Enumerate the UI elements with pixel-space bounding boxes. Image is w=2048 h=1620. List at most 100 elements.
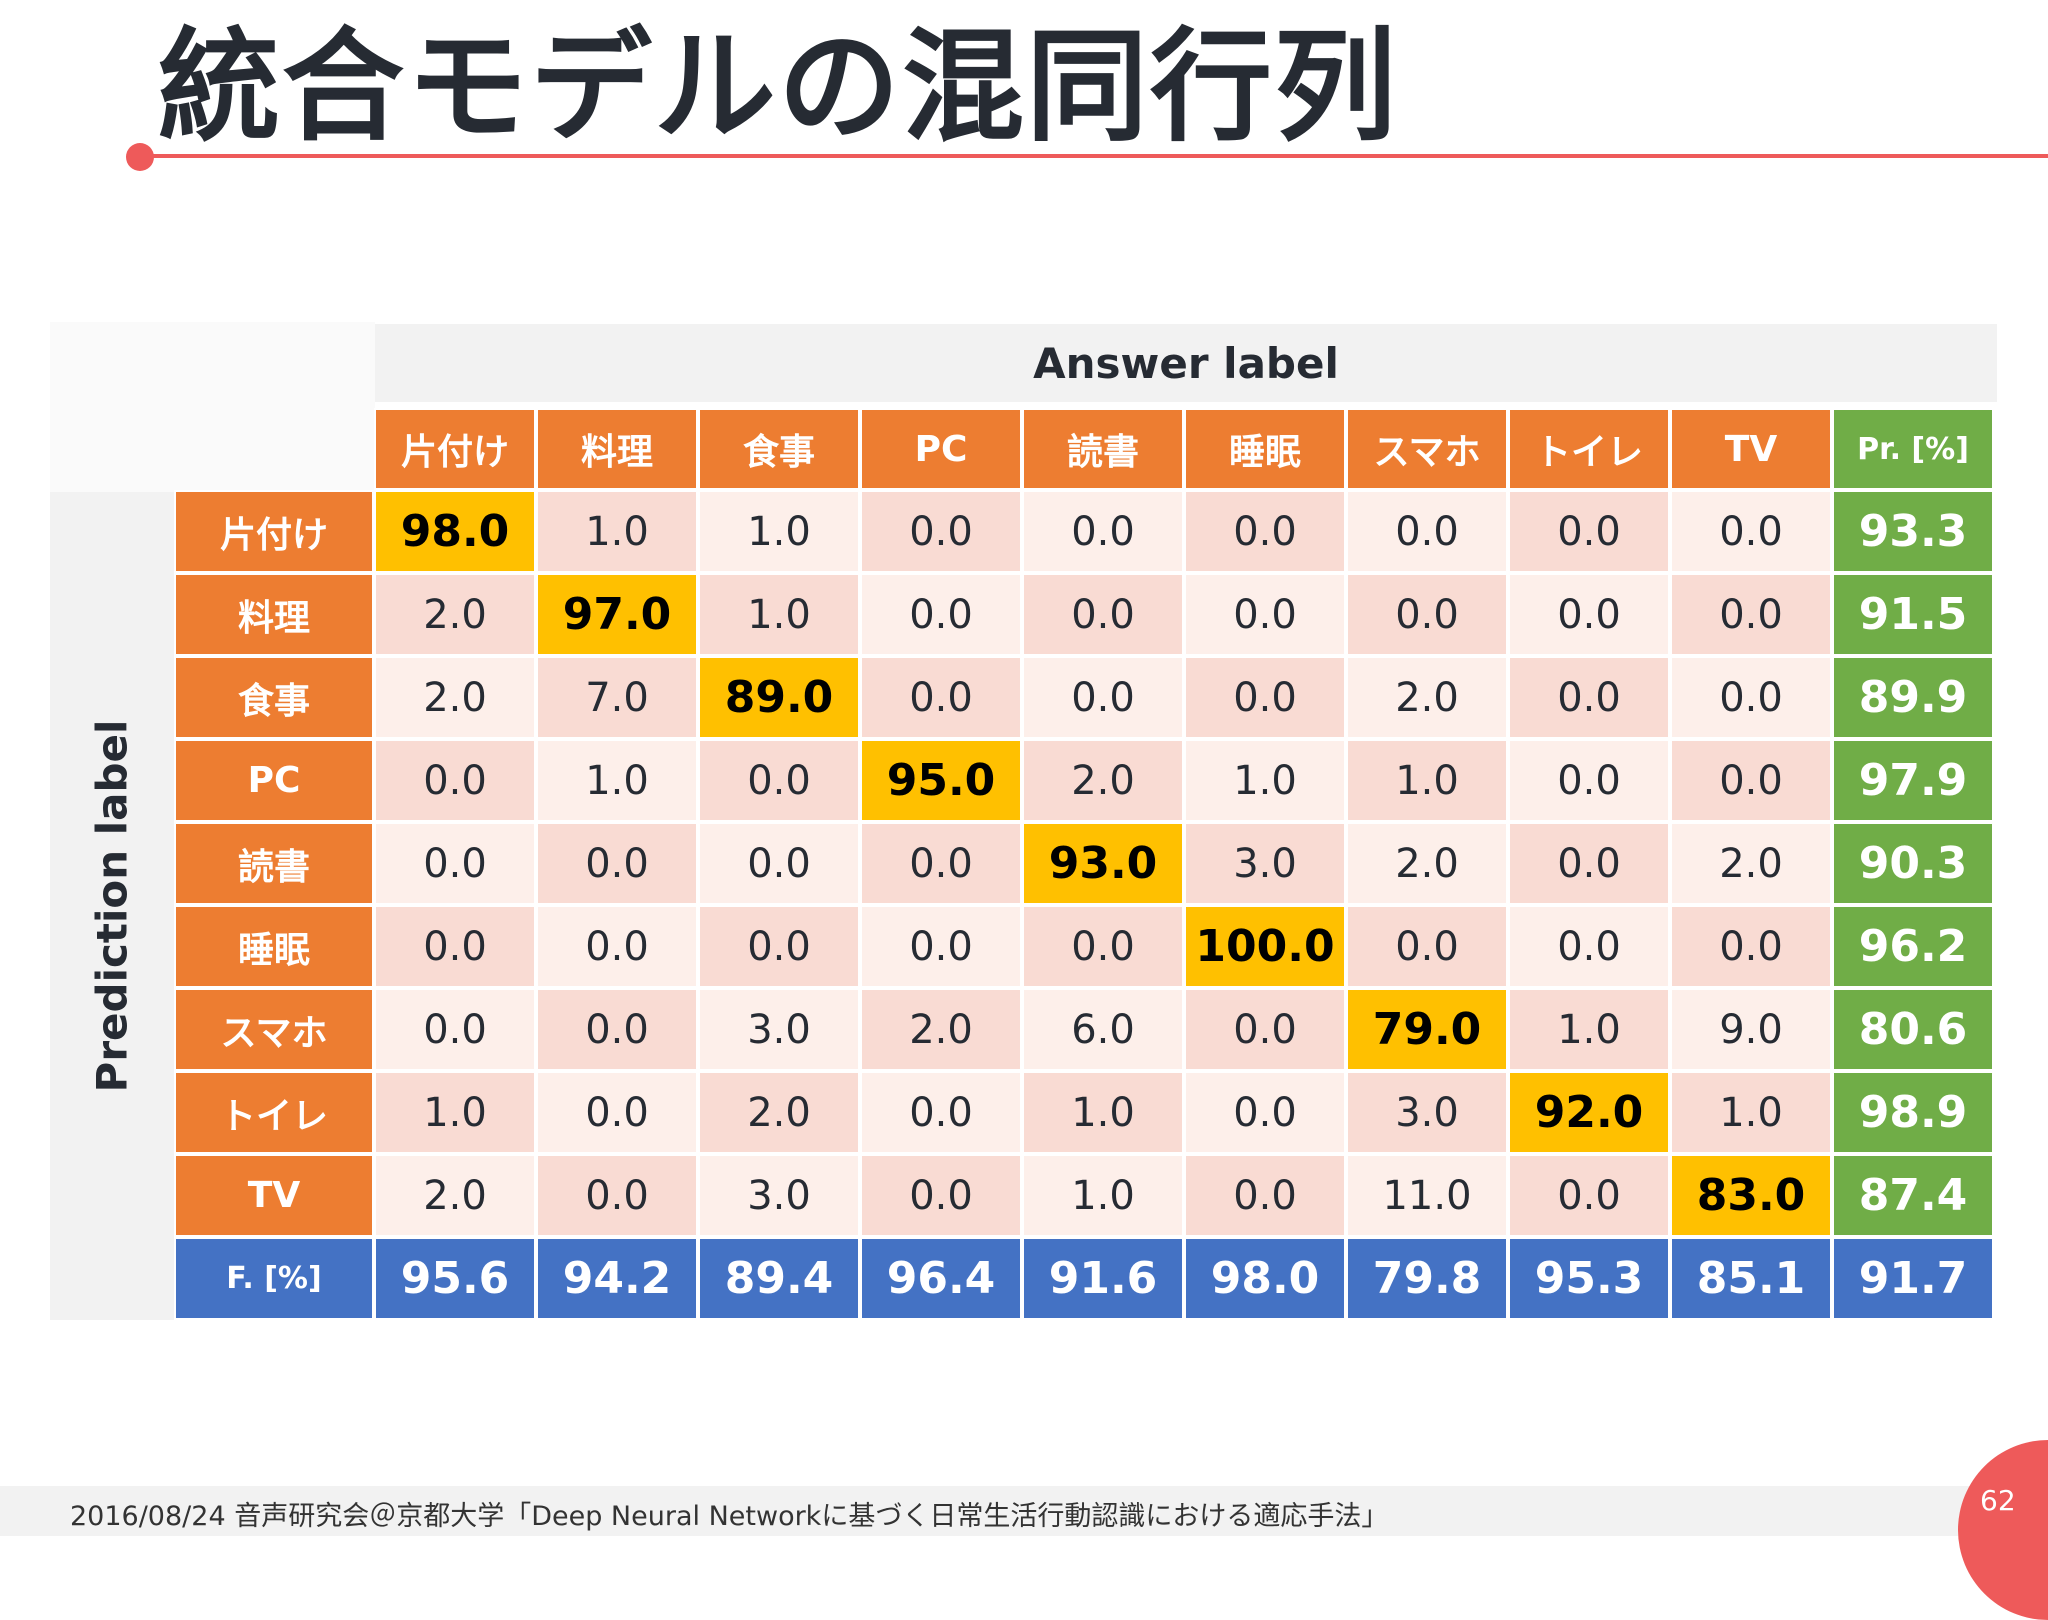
matrix-cell: 2.0 [860,988,1022,1071]
matrix-cell: 2.0 [1346,822,1508,905]
diagonal-cell: 100.0 [1184,905,1346,988]
matrix-cell: 6.0 [1022,988,1184,1071]
f-measure-cell: 96.4 [860,1237,1022,1320]
matrix-cell: 0.0 [1508,490,1670,573]
f-measure-cell: 89.4 [698,1237,860,1320]
slide-title: 統合モデルの混同行列 [158,16,1398,158]
answer-label: Answer label [375,324,1997,402]
matrix-cell: 2.0 [374,1154,536,1237]
diagonal-cell: 79.0 [1346,988,1508,1071]
matrix-cell: 0.0 [1508,656,1670,739]
matrix-cell: 0.0 [374,988,536,1071]
matrix-cell: 1.0 [536,739,698,822]
matrix-cell: 0.0 [698,822,860,905]
f-measure-cell: 79.8 [1346,1237,1508,1320]
matrix-cell: 1.0 [1184,739,1346,822]
row-label: 片付け [174,490,374,573]
matrix-cell: 9.0 [1670,988,1832,1071]
matrix-cell: 3.0 [1346,1071,1508,1154]
matrix-cell: 2.0 [374,656,536,739]
diagonal-cell: 83.0 [1670,1154,1832,1237]
f-measure-label: F. [%] [174,1237,374,1320]
column-header: 食事 [698,408,860,490]
matrix-cell: 0.0 [860,822,1022,905]
matrix-cell: 0.0 [860,905,1022,988]
matrix-cell: 3.0 [698,1154,860,1237]
matrix-cell: 0.0 [1022,656,1184,739]
diagonal-cell: 98.0 [374,490,536,573]
f-measure-cell: 91.6 [1022,1237,1184,1320]
matrix-cell: 1.0 [374,1071,536,1154]
page-number-badge [1958,1440,2048,1620]
row-label: 読書 [174,822,374,905]
matrix-cell: 0.0 [1022,490,1184,573]
matrix-cell: 0.0 [1184,573,1346,656]
matrix-cell: 0.0 [1508,573,1670,656]
diagonal-cell: 92.0 [1508,1071,1670,1154]
matrix-cell: 0.0 [536,1154,698,1237]
matrix-cell: 0.0 [1670,573,1832,656]
precision-cell: 89.9 [1832,656,1994,739]
matrix-cell: 0.0 [860,656,1022,739]
title-underline-dot [126,143,154,171]
matrix-cell: 0.0 [860,1154,1022,1237]
precision-cell: 93.3 [1832,490,1994,573]
matrix-cell: 1.0 [1670,1071,1832,1154]
column-header: 片付け [374,408,536,490]
row-label: トイレ [174,1071,374,1154]
matrix-cell: 0.0 [1022,905,1184,988]
matrix-cell: 0.0 [536,988,698,1071]
f-measure-overall: 91.7 [1832,1237,1994,1320]
row-label: 睡眠 [174,905,374,988]
matrix-cell: 0.0 [698,905,860,988]
matrix-cell: 0.0 [860,1071,1022,1154]
matrix-cell: 2.0 [698,1071,860,1154]
matrix-cell: 0.0 [1346,905,1508,988]
matrix-cell: 0.0 [536,1071,698,1154]
matrix-cell: 2.0 [1670,822,1832,905]
matrix-cell: 1.0 [536,490,698,573]
footer-bar [0,1486,2048,1536]
page-number: 62 [1980,1484,2016,1517]
matrix-cell: 0.0 [1184,656,1346,739]
precision-cell: 90.3 [1832,822,1994,905]
f-measure-cell: 95.6 [374,1237,536,1320]
f-measure-cell: 85.1 [1670,1237,1832,1320]
matrix-cell: 0.0 [374,739,536,822]
column-header: 読書 [1022,408,1184,490]
precision-cell: 91.5 [1832,573,1994,656]
matrix-cell: 3.0 [1184,822,1346,905]
matrix-cell: 0.0 [1670,905,1832,988]
column-header: PC [860,408,1022,490]
precision-cell: 96.2 [1832,905,1994,988]
footer-text: 2016/08/24 音声研究会＠京都大学「Deep Neural Networ… [70,1501,1389,1532]
matrix-cell: 1.0 [698,490,860,573]
matrix-cell: 0.0 [1346,573,1508,656]
column-header: TV [1670,408,1832,490]
matrix-cell: 0.0 [1508,822,1670,905]
matrix-cell: 0.0 [374,822,536,905]
matrix-cell: 7.0 [536,656,698,739]
diagonal-cell: 95.0 [860,739,1022,822]
matrix-cell: 0.0 [860,573,1022,656]
matrix-cell: 1.0 [1022,1071,1184,1154]
matrix-cell: 0.0 [1508,1154,1670,1237]
f-measure-cell: 94.2 [536,1237,698,1320]
matrix-cell: 0.0 [1184,1071,1346,1154]
matrix-cell: 11.0 [1346,1154,1508,1237]
precision-cell: 87.4 [1832,1154,1994,1237]
precision-cell: 98.9 [1832,1071,1994,1154]
matrix-cell: 2.0 [1022,739,1184,822]
column-header: スマホ [1346,408,1508,490]
matrix-cell: 1.0 [698,573,860,656]
matrix-cell: 2.0 [1346,656,1508,739]
confusion-matrix-table: 片付け 料理 食事 PC 読書 睡眠 スマホ トイレ TV Pr. [%] 片付… [174,408,1994,1320]
matrix-cell: 0.0 [1022,573,1184,656]
column-header: 睡眠 [1184,408,1346,490]
f-measure-cell: 98.0 [1184,1237,1346,1320]
matrix-cell: 1.0 [1022,1154,1184,1237]
matrix-cell: 0.0 [1670,739,1832,822]
precision-cell: 80.6 [1832,988,1994,1071]
column-header: トイレ [1508,408,1670,490]
row-label: PC [174,739,374,822]
